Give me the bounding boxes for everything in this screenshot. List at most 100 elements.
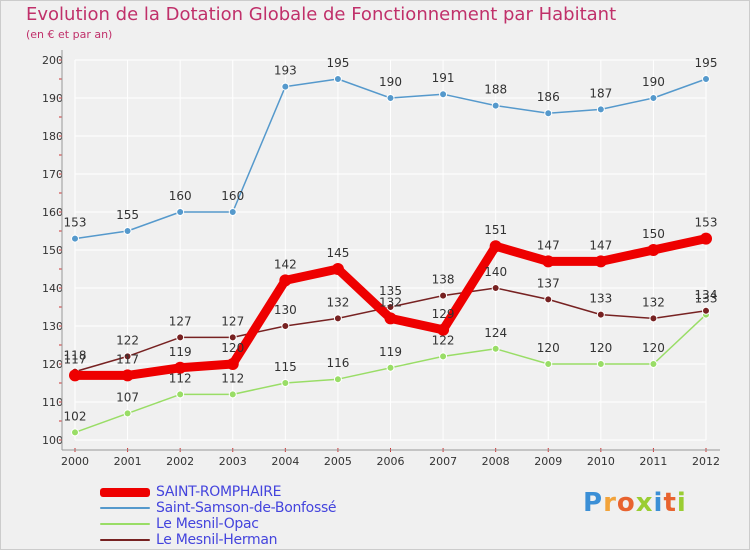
data-point xyxy=(226,358,239,370)
data-point xyxy=(69,369,81,382)
data-point xyxy=(123,409,132,418)
data-label: 112 xyxy=(221,371,244,385)
data-label: 120 xyxy=(221,341,244,355)
data-label: 120 xyxy=(589,341,612,355)
data-point xyxy=(702,306,710,315)
y-tick-label: 110 xyxy=(42,396,63,409)
data-label: 133 xyxy=(695,292,718,306)
data-point xyxy=(228,333,237,342)
data-label: 119 xyxy=(169,345,192,359)
logo-letter: P xyxy=(583,488,604,518)
legend-label-saint-romphaire: SAINT-ROMPHAIRE xyxy=(156,484,282,500)
legend-swatch-mesnil-opac xyxy=(100,523,150,525)
data-label: 115 xyxy=(274,360,297,374)
data-point xyxy=(384,312,397,325)
chart-legend: SAINT-ROMPHAIRE Saint-Samson-de-Bonfossé… xyxy=(100,484,337,548)
data-label: 112 xyxy=(169,371,192,385)
data-point xyxy=(700,232,712,245)
data-point xyxy=(386,94,395,102)
legend-swatch-mesnil-herman xyxy=(100,539,150,541)
data-point xyxy=(174,361,187,374)
data-label: 186 xyxy=(537,90,560,104)
data-label: 188 xyxy=(484,83,507,97)
data-point xyxy=(228,390,237,399)
data-label: 127 xyxy=(169,314,192,328)
y-tick-label: 120 xyxy=(42,358,63,371)
data-label: 134 xyxy=(695,288,718,302)
logo-letter: r xyxy=(603,488,617,518)
data-label: 190 xyxy=(379,75,402,89)
data-label: 132 xyxy=(326,295,349,309)
x-tick-label: 2011 xyxy=(639,455,667,468)
data-point xyxy=(542,255,555,268)
data-label: 120 xyxy=(642,341,665,355)
x-tick-label: 2010 xyxy=(587,455,615,468)
data-label: 122 xyxy=(432,333,455,347)
data-point xyxy=(439,90,448,99)
data-point xyxy=(176,390,185,399)
data-point xyxy=(121,369,134,382)
legend-label-mesnil-herman: Le Mesnil-Herman xyxy=(156,532,278,548)
data-point xyxy=(331,263,344,275)
data-label: 118 xyxy=(64,349,87,363)
data-label: 190 xyxy=(642,75,665,89)
data-point xyxy=(439,352,448,361)
legend-item-saint-romphaire: SAINT-ROMPHAIRE xyxy=(100,484,336,500)
data-label: 119 xyxy=(379,345,402,359)
logo-letter: o xyxy=(616,488,636,518)
data-label: 155 xyxy=(116,208,139,222)
data-point xyxy=(702,75,710,83)
data-label: 191 xyxy=(432,71,455,85)
logo-letter: x xyxy=(635,488,654,518)
data-label: 117 xyxy=(116,352,139,366)
x-tick-label: 2005 xyxy=(324,455,352,468)
data-label: 137 xyxy=(537,276,560,290)
data-label: 140 xyxy=(484,265,507,279)
chart-title: Evolution de la Dotation Globale de Fonc… xyxy=(26,4,617,25)
x-tick-label: 2008 xyxy=(482,455,510,468)
x-tick-label: 2000 xyxy=(61,455,89,468)
data-point xyxy=(386,303,395,311)
legend-swatch-saint-romphaire xyxy=(100,487,150,497)
data-label: 117 xyxy=(64,352,87,366)
data-point xyxy=(71,234,79,243)
y-tick-label: 140 xyxy=(42,282,63,295)
x-tick-label: 2012 xyxy=(692,455,720,468)
data-label: 193 xyxy=(274,64,297,78)
data-point xyxy=(544,360,553,368)
x-tick-label: 2001 xyxy=(114,455,142,468)
data-point xyxy=(123,227,132,235)
data-label: 138 xyxy=(432,273,455,287)
legend-item-mesnil-herman: Le Mesnil-Herman xyxy=(100,532,336,548)
data-point xyxy=(491,344,500,353)
data-point xyxy=(281,322,290,330)
x-tick-label: 2003 xyxy=(219,455,247,468)
data-point xyxy=(649,94,658,102)
x-tick-label: 2006 xyxy=(377,455,405,468)
legend-swatch-saint-samson xyxy=(100,507,150,509)
data-point xyxy=(439,291,448,300)
data-point xyxy=(649,314,658,323)
data-point xyxy=(279,274,292,287)
data-point xyxy=(437,323,450,336)
logo-letter: i xyxy=(653,488,664,518)
data-label: 151 xyxy=(484,223,507,237)
y-tick-label: 170 xyxy=(42,168,63,181)
x-tick-label: 2009 xyxy=(534,455,562,468)
data-label: 133 xyxy=(589,292,612,306)
data-label: 153 xyxy=(64,216,87,230)
data-label: 153 xyxy=(695,216,718,230)
data-point xyxy=(647,244,660,256)
data-label: 160 xyxy=(221,189,244,203)
data-point xyxy=(596,360,605,368)
proxiti-logo: Proxiti xyxy=(583,488,687,518)
legend-item-saint-samson: Saint-Samson-de-Bonfossé xyxy=(100,500,337,516)
data-point xyxy=(491,101,500,110)
data-point xyxy=(544,295,553,304)
data-point xyxy=(594,255,607,268)
data-point xyxy=(123,352,132,361)
data-point xyxy=(176,208,185,216)
data-label: 120 xyxy=(537,341,560,355)
y-tick-label: 150 xyxy=(42,244,63,257)
data-label: 124 xyxy=(484,326,507,340)
